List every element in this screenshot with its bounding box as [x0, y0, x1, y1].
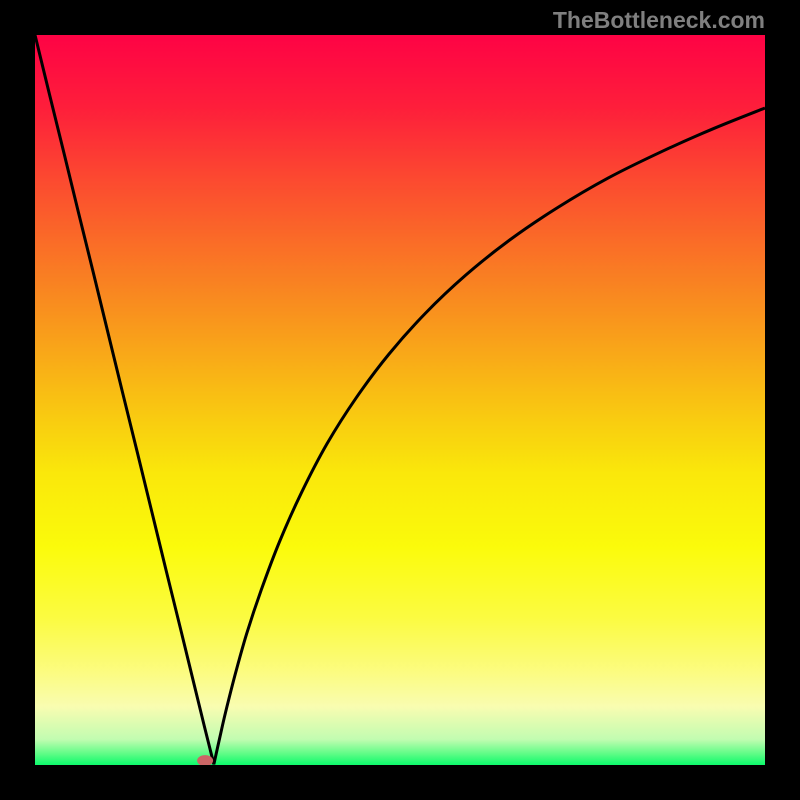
bottleneck-curve	[35, 35, 765, 764]
chart-stage: TheBottleneck.com	[0, 0, 800, 800]
curve-layer	[35, 35, 765, 765]
plot-area	[35, 35, 765, 765]
watermark-text: TheBottleneck.com	[553, 7, 765, 34]
